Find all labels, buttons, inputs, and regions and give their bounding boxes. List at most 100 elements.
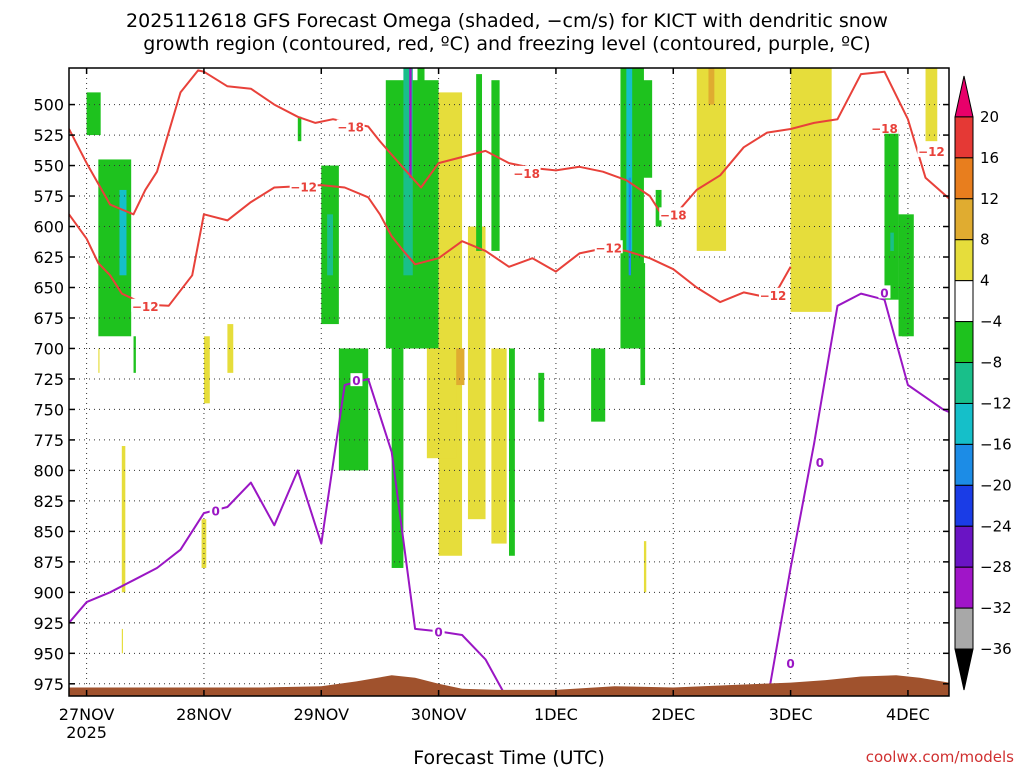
- omega-region-21: [426, 348, 457, 459]
- y-tick-label-700: 700: [33, 339, 64, 358]
- y-tick-label-950: 950: [33, 644, 64, 663]
- omega-region-7: [98, 348, 100, 373]
- y-tick-label-925: 925: [33, 614, 64, 633]
- y-tick-label-750: 750: [33, 400, 64, 419]
- colorbar-swatch-3: [954, 198, 974, 241]
- chart-title-line1: 2025112618 GFS Forecast Omega (shaded, −…: [126, 10, 888, 32]
- gridlines: [69, 68, 949, 696]
- x-tick-label-28NOV: 28NOV: [176, 705, 232, 724]
- colorbar-bottom-triangle: [954, 648, 974, 691]
- y-tick-label-525: 525: [33, 126, 64, 145]
- chart-title-line2: growth region (contoured, red, ºC) and f…: [143, 33, 870, 55]
- contour-label-bg-12: [813, 454, 826, 468]
- contour-label-bg-5: [131, 298, 160, 312]
- contour-label-9: 0: [211, 505, 219, 519]
- omega-region-22: [467, 226, 486, 520]
- plot-frame: [68, 67, 950, 697]
- contour-label-bg-6: [289, 179, 318, 193]
- y-tick-label-625: 625: [33, 248, 64, 267]
- contour-label-bg-4: [917, 143, 946, 157]
- y-tick-label-825: 825: [33, 492, 64, 511]
- contour-label-bg-7: [594, 240, 623, 254]
- contour-label-13: 0: [786, 657, 794, 671]
- omega-region-28: [591, 348, 606, 422]
- x-tick-label-4DEC: 4DEC: [886, 705, 930, 724]
- omega-region-25: [509, 348, 515, 556]
- contour-line-0: [69, 69, 949, 218]
- x-tick-sublabel-27NOV: 2025: [66, 723, 107, 742]
- omega-region-11: [327, 214, 333, 276]
- y-tick-label-675: 675: [33, 309, 64, 328]
- x-axis-label: Forecast Time (UTC): [413, 747, 604, 768]
- colorbar-label-2: 12: [980, 190, 999, 208]
- contour-label-0: −18: [337, 121, 364, 135]
- omega-region-30: [626, 68, 633, 251]
- contour-label-2: −18: [660, 208, 687, 222]
- y-tick-label-975: 975: [33, 675, 64, 694]
- contour-label-bg-11: [432, 624, 445, 638]
- omega-region-17: [409, 68, 412, 178]
- omega-region-3: [133, 336, 136, 373]
- colorbar-swatch-9: [954, 443, 974, 486]
- omega-region-27: [538, 372, 545, 422]
- colorbar-label-10: −24: [980, 517, 1012, 535]
- contour-label-3: −18: [871, 122, 898, 136]
- omega-region-32: [638, 80, 653, 178]
- x-tick-label-30NOV: 30NOV: [411, 705, 467, 724]
- contour-line-1: [69, 184, 792, 307]
- omega-region-1: [119, 189, 127, 276]
- contour-label-5: −12: [132, 300, 159, 314]
- contour-label-bg-9: [209, 503, 222, 517]
- colorbar-swatch-2: [954, 157, 974, 200]
- omega-region-4: [203, 336, 210, 404]
- y-tick-label-550: 550: [33, 157, 64, 176]
- omega-region-8: [227, 324, 234, 373]
- colorbar-label-7: −12: [980, 394, 1012, 412]
- omega-region-34: [640, 263, 646, 386]
- contour-label-bg-8: [759, 287, 787, 301]
- omega-region-42: [902, 299, 908, 337]
- omega-region-16: [403, 68, 413, 276]
- terrain-fill: [69, 675, 949, 696]
- y-tick-label-600: 600: [33, 218, 64, 237]
- colorbar-swatch-7: [954, 362, 974, 404]
- colorbar-swatch-5: [954, 280, 974, 323]
- x-tick-label-27NOV: 27NOV: [59, 705, 115, 724]
- contour-label-bg-14: [878, 285, 891, 299]
- colorbar-swatch-12: [954, 566, 974, 609]
- colorbar-swatch-6: [954, 321, 974, 364]
- colorbar-label-5: −4: [980, 313, 1002, 331]
- contour-label-7: −12: [595, 241, 622, 255]
- omega-region-6: [121, 446, 126, 593]
- omega-region-26: [491, 348, 507, 544]
- colorbar-label-12: −32: [980, 599, 1012, 617]
- contour-label-8: −12: [760, 289, 787, 303]
- contour-label-11: 0: [434, 625, 442, 639]
- y-tick-label-725: 725: [33, 370, 64, 389]
- contour-label-4: −12: [918, 145, 945, 159]
- axes: 500 525 550 575 600 625 650 675 700 725 750 775 800 8…: [33, 68, 949, 742]
- contour-label-10: 0: [352, 374, 360, 388]
- x-tick-label-1DEC: 1DEC: [534, 705, 578, 724]
- omega-region-23: [476, 74, 483, 251]
- y-tick-label-850: 850: [33, 522, 64, 541]
- colorbar-label-0: 20: [980, 108, 999, 126]
- contour-label-bg-0: [336, 119, 365, 133]
- y-tick-label-575: 575: [33, 187, 64, 206]
- colorbar-label-4: 4: [980, 272, 990, 290]
- y-tick-label-500: 500: [33, 96, 64, 115]
- contour-label-bg-13: [784, 656, 797, 670]
- contour-label-bg-2: [659, 207, 688, 221]
- y-tick-label-800: 800: [33, 461, 64, 480]
- omega-region-13: [297, 116, 302, 142]
- colorbar-label-3: 8: [980, 231, 990, 249]
- y-tick-label-900: 900: [33, 583, 64, 602]
- omega-region-9: [121, 628, 123, 654]
- contour-label-bg-10: [350, 373, 363, 387]
- colorbar-swatch-4: [954, 239, 974, 282]
- colorbar-label-1: 16: [980, 149, 999, 167]
- contour-label-6: −12: [290, 180, 317, 194]
- colorbar-swatch-10: [954, 484, 974, 527]
- colorbar-label-8: −16: [980, 435, 1012, 453]
